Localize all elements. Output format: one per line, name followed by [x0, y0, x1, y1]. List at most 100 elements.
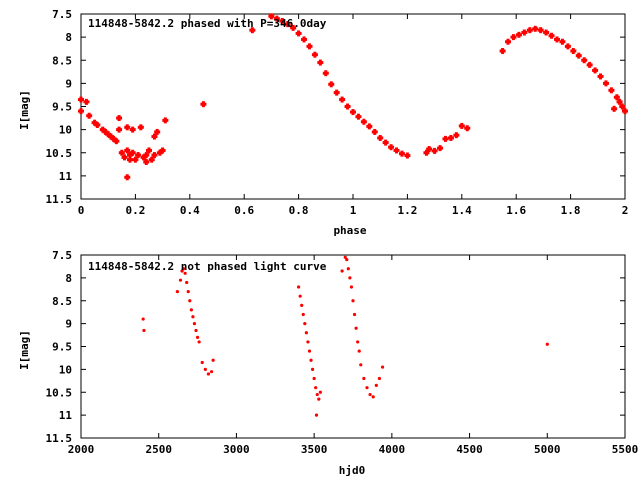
y-tick-labels: 7.5 8 8.5 9 9.5 10 10.5 11 11.5 — [46, 8, 73, 206]
y-tick-label: 9 — [65, 77, 72, 90]
data-point — [616, 98, 623, 105]
y-tick-label: 11 — [59, 409, 73, 422]
data-point — [195, 335, 200, 339]
data-point — [200, 360, 204, 365]
data-point — [458, 122, 465, 129]
data-point — [211, 358, 215, 362]
data-point — [328, 81, 335, 88]
data-point — [350, 109, 356, 116]
x-tick-label: 1 — [350, 204, 357, 217]
data-point — [554, 36, 560, 43]
data-point — [374, 383, 378, 387]
data-point — [315, 392, 319, 397]
data-point — [306, 43, 313, 50]
data-point — [426, 146, 433, 153]
x-tick-label: 1.8 — [561, 204, 581, 217]
x-tick-label: 0.6 — [234, 204, 254, 217]
data-point — [365, 386, 369, 390]
data-point — [306, 340, 310, 344]
tick-marks — [80, 254, 626, 439]
plot-area-border — [80, 254, 626, 439]
data-point — [360, 118, 367, 125]
data-point — [310, 367, 315, 371]
data-point — [393, 147, 400, 154]
data-point — [135, 152, 142, 159]
y-tick-label: 8 — [65, 272, 72, 285]
data-point — [162, 117, 169, 124]
phased-light-curve-panel: 0 0.2 0.4 0.6 0.8 1 1.2 1.4 1.6 1.8 2 7.5 8 8.5 9 9.5 1… — [18, 8, 628, 237]
data-point — [388, 144, 395, 151]
data-point — [185, 280, 189, 285]
data-point — [545, 342, 549, 346]
x-tick-labels: 2000 2500 3000 3500 4000 4500 5000 5500 — [68, 443, 639, 456]
y-tick-label: 10 — [59, 124, 72, 137]
data-point — [197, 340, 201, 344]
y-tick-label: 11 — [59, 170, 73, 183]
data-point — [317, 397, 321, 401]
data-point — [188, 299, 192, 303]
data-point — [404, 152, 411, 159]
data-point — [314, 413, 319, 417]
data-point — [200, 101, 207, 108]
unphased-light-curve-panel: 2000 2500 3000 3500 4000 4500 5000 5500 7.5 8 8.5… — [18, 249, 638, 477]
x-tick-label: 3500 — [301, 443, 328, 456]
data-point — [314, 386, 318, 390]
y-tick-label: 9 — [65, 318, 72, 331]
data-point — [154, 128, 161, 135]
data-point — [290, 24, 297, 31]
data-point — [143, 152, 150, 159]
data-point — [345, 257, 349, 262]
x-tick-label: 4000 — [379, 443, 406, 456]
data-point — [592, 67, 599, 74]
data-point — [586, 61, 593, 68]
data-point — [148, 156, 155, 163]
data-point — [464, 125, 471, 132]
y-tick-label: 8 — [65, 31, 72, 44]
data-point — [189, 308, 193, 312]
x-tick-label: 1.6 — [506, 204, 526, 217]
data-point — [317, 59, 324, 66]
y-tick-label: 10.5 — [46, 386, 73, 399]
data-point — [124, 147, 131, 154]
data-point — [178, 278, 183, 282]
data-point — [159, 147, 166, 154]
data-point — [151, 133, 158, 140]
data-point — [515, 31, 522, 38]
data-point — [151, 152, 158, 159]
data-point — [613, 94, 620, 101]
x-axis-label: phase — [333, 224, 366, 237]
data-point — [608, 87, 615, 94]
data-point — [301, 36, 308, 43]
data-point — [437, 145, 444, 152]
data-point — [113, 138, 120, 145]
data-point — [543, 29, 550, 36]
data-point — [318, 390, 322, 394]
y-tick-label: 7.5 — [52, 8, 72, 21]
data-point — [142, 328, 146, 333]
data-point — [371, 128, 378, 135]
data-point — [194, 328, 198, 333]
chart-title: 114848-5842.2 not phased light curve — [88, 260, 327, 273]
x-tick-label: 0.4 — [180, 204, 200, 217]
x-tick-label: 2500 — [145, 443, 172, 456]
data-point — [548, 32, 555, 39]
plot-area-border — [80, 13, 626, 200]
data-point — [333, 89, 340, 96]
y-axis-label: I[mag] — [18, 90, 31, 130]
data-point — [357, 349, 361, 353]
data-point — [499, 48, 506, 54]
data-point — [297, 285, 301, 289]
data-points — [78, 13, 628, 181]
data-point — [398, 150, 405, 157]
data-point — [129, 126, 136, 133]
data-point — [279, 17, 286, 24]
data-point — [359, 363, 363, 367]
data-point — [311, 51, 318, 58]
x-tick-label: 1.2 — [397, 204, 417, 217]
x-tick-label: 0.2 — [125, 204, 145, 217]
data-point — [355, 113, 362, 120]
data-point — [602, 80, 609, 87]
data-point — [116, 126, 123, 133]
data-point — [611, 105, 618, 112]
data-point — [94, 122, 101, 128]
